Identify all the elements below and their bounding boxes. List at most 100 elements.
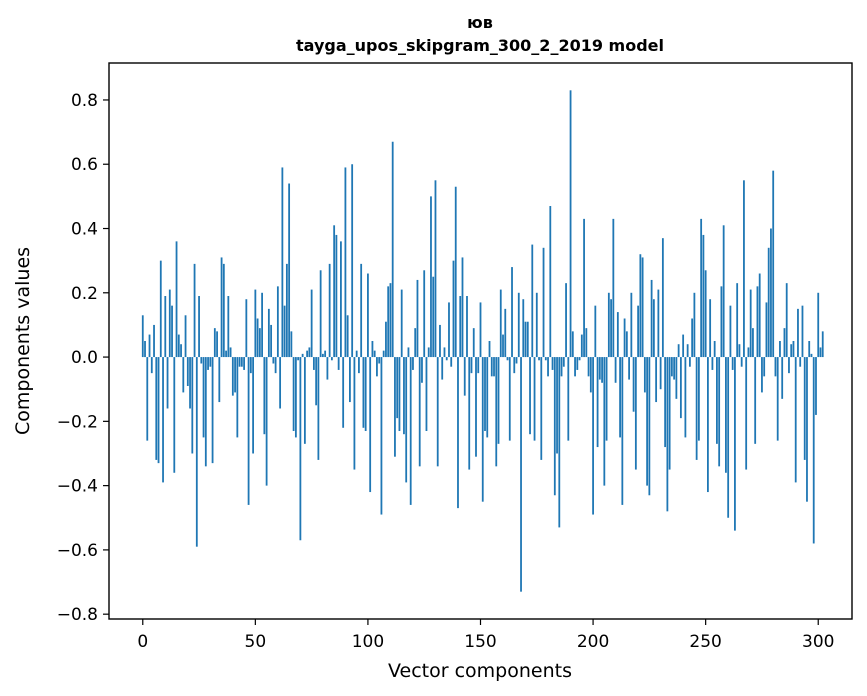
bar-component-130 <box>434 180 437 358</box>
bar-component-76 <box>312 357 315 370</box>
bar-component-137 <box>450 357 453 367</box>
bar-component-68 <box>294 357 297 438</box>
bar-component-285 <box>783 328 786 358</box>
bar-component-169 <box>522 299 525 358</box>
bar-component-235 <box>670 357 673 377</box>
bar-component-126 <box>425 357 428 431</box>
bar-component-48 <box>249 357 252 374</box>
bar-component-120 <box>412 357 414 370</box>
bar-component-241 <box>684 357 687 438</box>
bar-component-62 <box>281 167 284 358</box>
bar-component-58 <box>272 357 275 364</box>
bar-component-82 <box>326 357 329 380</box>
bar-component-259 <box>725 357 727 473</box>
bar-component-111 <box>391 141 394 358</box>
bar-component-44 <box>240 357 243 367</box>
bar-component-300 <box>817 292 820 358</box>
bar-component-294 <box>803 357 806 460</box>
bar-component-237 <box>675 357 678 399</box>
y-tick-label-1: −0.6 <box>57 541 98 561</box>
bar-component-269 <box>747 347 750 358</box>
bar-component-36 <box>222 263 225 358</box>
bar-component-87 <box>337 357 340 370</box>
bar-component-110 <box>389 283 392 358</box>
bar-component-231 <box>661 238 664 358</box>
bar-component-10 <box>164 296 167 358</box>
bar-component-295 <box>806 357 808 502</box>
bar-component-286 <box>785 283 788 358</box>
bar-component-174 <box>533 357 536 441</box>
bar-component-232 <box>664 357 667 448</box>
bar-component-135 <box>445 357 448 361</box>
bar-component-297 <box>810 353 813 358</box>
bar-component-275 <box>761 357 763 393</box>
bar-component-104 <box>376 357 378 377</box>
bar-component-186 <box>560 357 563 377</box>
bar-component-184 <box>556 357 558 454</box>
bar-component-43 <box>238 357 241 367</box>
bar-component-213 <box>621 357 624 505</box>
bar-component-189 <box>567 357 570 441</box>
bar-component-236 <box>673 357 676 380</box>
bar-component-32 <box>213 328 216 358</box>
bar-component-261 <box>729 305 732 358</box>
bar-component-202 <box>596 357 599 448</box>
bar-component-34 <box>218 357 221 403</box>
bar-component-214 <box>623 318 626 358</box>
bar-component-168 <box>520 357 522 592</box>
bar-component-123 <box>418 357 421 467</box>
bar-component-242 <box>686 344 689 358</box>
bar-component-14 <box>173 357 176 473</box>
bar-component-139 <box>454 186 457 358</box>
bar-component-270 <box>749 289 752 358</box>
bar-component-159 <box>499 289 502 358</box>
bar-component-52 <box>258 328 261 358</box>
bar-component-145 <box>468 357 471 470</box>
bar-component-117 <box>405 357 408 483</box>
bar-component-105 <box>378 357 381 364</box>
bar-component-187 <box>562 357 565 367</box>
bar-component-115 <box>400 289 403 358</box>
bar-component-178 <box>542 247 545 358</box>
y-tick-label-6: 0.4 <box>71 220 98 240</box>
bar-component-79 <box>319 270 322 358</box>
bar-component-176 <box>538 357 540 361</box>
x-tick-label-300: 300 <box>802 632 834 652</box>
bar-component-239 <box>679 357 682 419</box>
bar-component-167 <box>517 292 520 358</box>
bar-component-29 <box>207 357 209 370</box>
bar-component-50 <box>254 289 257 358</box>
bar-component-47 <box>247 357 250 505</box>
bar-component-42 <box>236 357 239 438</box>
bar-component-67 <box>292 357 295 431</box>
bar-component-149 <box>477 357 480 374</box>
bar-component-260 <box>727 357 730 518</box>
bar-component-28 <box>204 357 207 467</box>
bar-component-70 <box>299 357 302 541</box>
bar-component-175 <box>535 292 538 358</box>
bar-component-170 <box>524 321 527 358</box>
bar-component-61 <box>279 357 282 409</box>
bar-component-55 <box>265 357 268 486</box>
bar-component-140 <box>457 357 459 509</box>
bar-component-166 <box>515 357 518 364</box>
bar-component-54 <box>263 357 266 435</box>
bar-component-208 <box>610 299 612 358</box>
x-tick-label-50: 50 <box>245 632 267 652</box>
bar-component-161 <box>504 308 507 358</box>
bar-component-196 <box>583 218 585 358</box>
bar-component-212 <box>619 357 621 438</box>
bar-component-182 <box>551 357 554 370</box>
bar-component-99 <box>364 357 367 431</box>
bar-component-118 <box>407 347 410 358</box>
bar-component-271 <box>752 328 754 358</box>
bar-component-24 <box>195 357 198 547</box>
bar-component-219 <box>634 357 637 470</box>
bar-component-83 <box>328 263 331 358</box>
bar-component-278 <box>767 247 770 358</box>
bar-component-94 <box>353 357 356 470</box>
bar-component-156 <box>493 357 495 377</box>
bar-component-254 <box>713 341 716 358</box>
bar-component-181 <box>549 206 552 358</box>
bar-component-284 <box>781 357 784 399</box>
